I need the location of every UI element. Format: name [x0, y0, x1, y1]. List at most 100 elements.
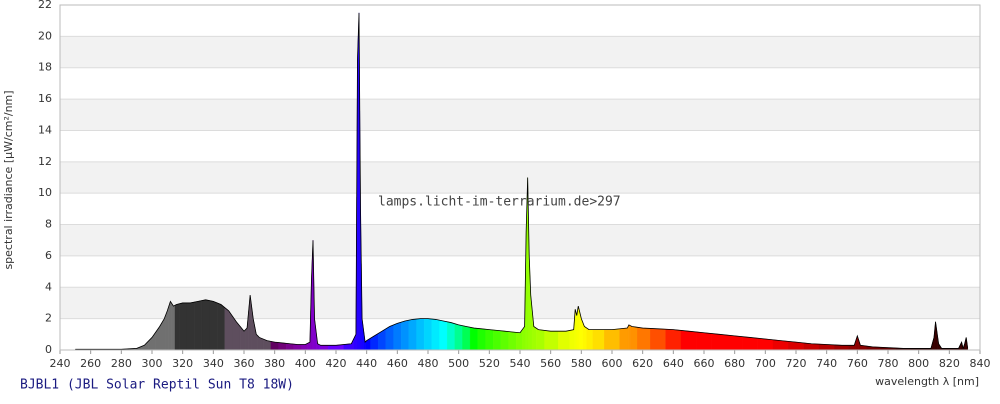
- x-tick-label: 240: [50, 357, 71, 370]
- watermark: lamps.licht-im-terrarium.de>297: [378, 195, 621, 210]
- x-tick-label: 760: [847, 357, 868, 370]
- spectrum-slice: [650, 328, 666, 351]
- spectrum-slice: [544, 330, 559, 351]
- spectrum-slice: [485, 329, 494, 351]
- x-tick-label: 680: [724, 357, 745, 370]
- spectrum-slice: [423, 318, 433, 351]
- spectrum-slice: [416, 318, 425, 351]
- x-tick-label: 720: [786, 357, 807, 370]
- y-tick-label: 8: [45, 218, 52, 231]
- y-tick-label: 16: [38, 92, 52, 105]
- x-tick-label: 600: [602, 357, 623, 370]
- spectrum-slice: [558, 330, 571, 351]
- grid-band: [60, 161, 980, 194]
- spectrum-line: [75, 12, 969, 350]
- x-tick-label: 620: [632, 357, 653, 370]
- spectrum-slice: [174, 303, 180, 351]
- spectrum-slice: [757, 338, 774, 351]
- spectrum-slice: [586, 327, 594, 351]
- spectrum-slice: [439, 319, 448, 351]
- spectrum-slice: [147, 331, 157, 351]
- x-tick-label: 500: [448, 357, 469, 370]
- spectrum-slice: [201, 299, 210, 351]
- x-tick-label: 380: [264, 357, 285, 370]
- spectrum-slice: [604, 328, 620, 351]
- spectrum-slice: [508, 331, 517, 351]
- y-tick-label: 0: [45, 343, 52, 356]
- grid-band: [60, 99, 980, 131]
- x-tick-label: 540: [510, 357, 531, 370]
- spectrum-slice: [462, 325, 471, 351]
- spectrum-slice: [630, 325, 638, 351]
- spectrum-slice: [431, 318, 440, 351]
- x-tick-label: 820: [939, 357, 960, 370]
- spectrum-slice: [155, 321, 163, 351]
- spectrum-slice: [726, 334, 743, 351]
- x-tick-label: 560: [540, 357, 561, 370]
- x-tick-label: 340: [203, 357, 224, 370]
- y-tick-label: 10: [38, 186, 52, 199]
- x-tick-label: 700: [755, 357, 776, 370]
- x-tick-label: 580: [571, 357, 592, 370]
- y-tick-label: 12: [38, 155, 52, 168]
- spectrum-slice: [665, 329, 682, 351]
- plot-background: [60, 4, 980, 351]
- spectrum-slice: [385, 324, 394, 351]
- spectrum-slice: [377, 328, 387, 351]
- spectrum-slice: [742, 336, 758, 351]
- x-tick-label: 520: [479, 357, 500, 370]
- y-tick-label: 2: [45, 312, 52, 325]
- x-tick-label: 300: [142, 357, 163, 370]
- spectrum-slice: [293, 343, 302, 351]
- spectrum-slice: [216, 302, 226, 351]
- x-tick-label: 260: [80, 357, 101, 370]
- spectrum-slice: [446, 321, 456, 351]
- spectrum-slice: [637, 327, 651, 351]
- x-tick-label: 460: [387, 357, 408, 370]
- spectrum-slice: [278, 342, 287, 351]
- spectrum-slice: [193, 300, 203, 351]
- x-tick-label: 420: [326, 357, 347, 370]
- y-tick-label: 4: [45, 280, 52, 293]
- spectrum-slice: [469, 327, 479, 351]
- grid-band: [60, 36, 980, 68]
- axes: 0 2 4 6 8 10 12 14 16 18 20 22 240 260 280 300 320 340 360…: [38, 0, 991, 370]
- x-tick-label: 400: [295, 357, 316, 370]
- grid-band: [60, 224, 980, 256]
- spectrum-slice: [454, 323, 463, 351]
- y-axis-label: spectral irradiance [µW/cm²/nm]: [2, 90, 15, 269]
- spectrum-slice: [408, 318, 417, 351]
- spectrum-slice: [393, 321, 402, 351]
- y-tick-label: 6: [45, 249, 52, 262]
- spectrum-slice: [592, 329, 605, 351]
- spectrum-slice: [492, 329, 502, 351]
- x-tick-label: 360: [234, 357, 255, 370]
- chart-title: BJBL1 (JBL Solar Reptil Sun T8 18W): [20, 378, 294, 393]
- y-tick-label: 18: [38, 61, 52, 74]
- x-tick-label: 740: [816, 357, 837, 370]
- plot-frame: [59, 4, 981, 351]
- y-tick-label: 20: [38, 29, 52, 42]
- spectrum-slice: [186, 301, 195, 351]
- spectrum-slice: [577, 306, 580, 351]
- spectrum-slice: [535, 327, 545, 351]
- spectrum-slice: [575, 310, 578, 351]
- spectrum-slice: [477, 328, 486, 351]
- spectrum-slice: [627, 324, 631, 351]
- spectrum-slice: [209, 300, 218, 351]
- x-axis-label: wavelength λ [nm]: [875, 375, 979, 388]
- x-tick-label: 480: [418, 357, 439, 370]
- spectrum-slice: [500, 330, 509, 351]
- x-tick-label: 800: [908, 357, 929, 370]
- x-tick-label: 840: [970, 357, 991, 370]
- spectrum-slice: [696, 331, 712, 351]
- x-tick-label: 320: [172, 357, 193, 370]
- spectrum-slice: [171, 303, 176, 351]
- spectrum-slice: [400, 319, 410, 351]
- x-tick-label: 440: [356, 357, 377, 370]
- x-tick-label: 640: [663, 357, 684, 370]
- y-tick-label: 14: [38, 123, 52, 136]
- spectrum-slice: [619, 326, 629, 351]
- x-tick-label: 280: [111, 357, 132, 370]
